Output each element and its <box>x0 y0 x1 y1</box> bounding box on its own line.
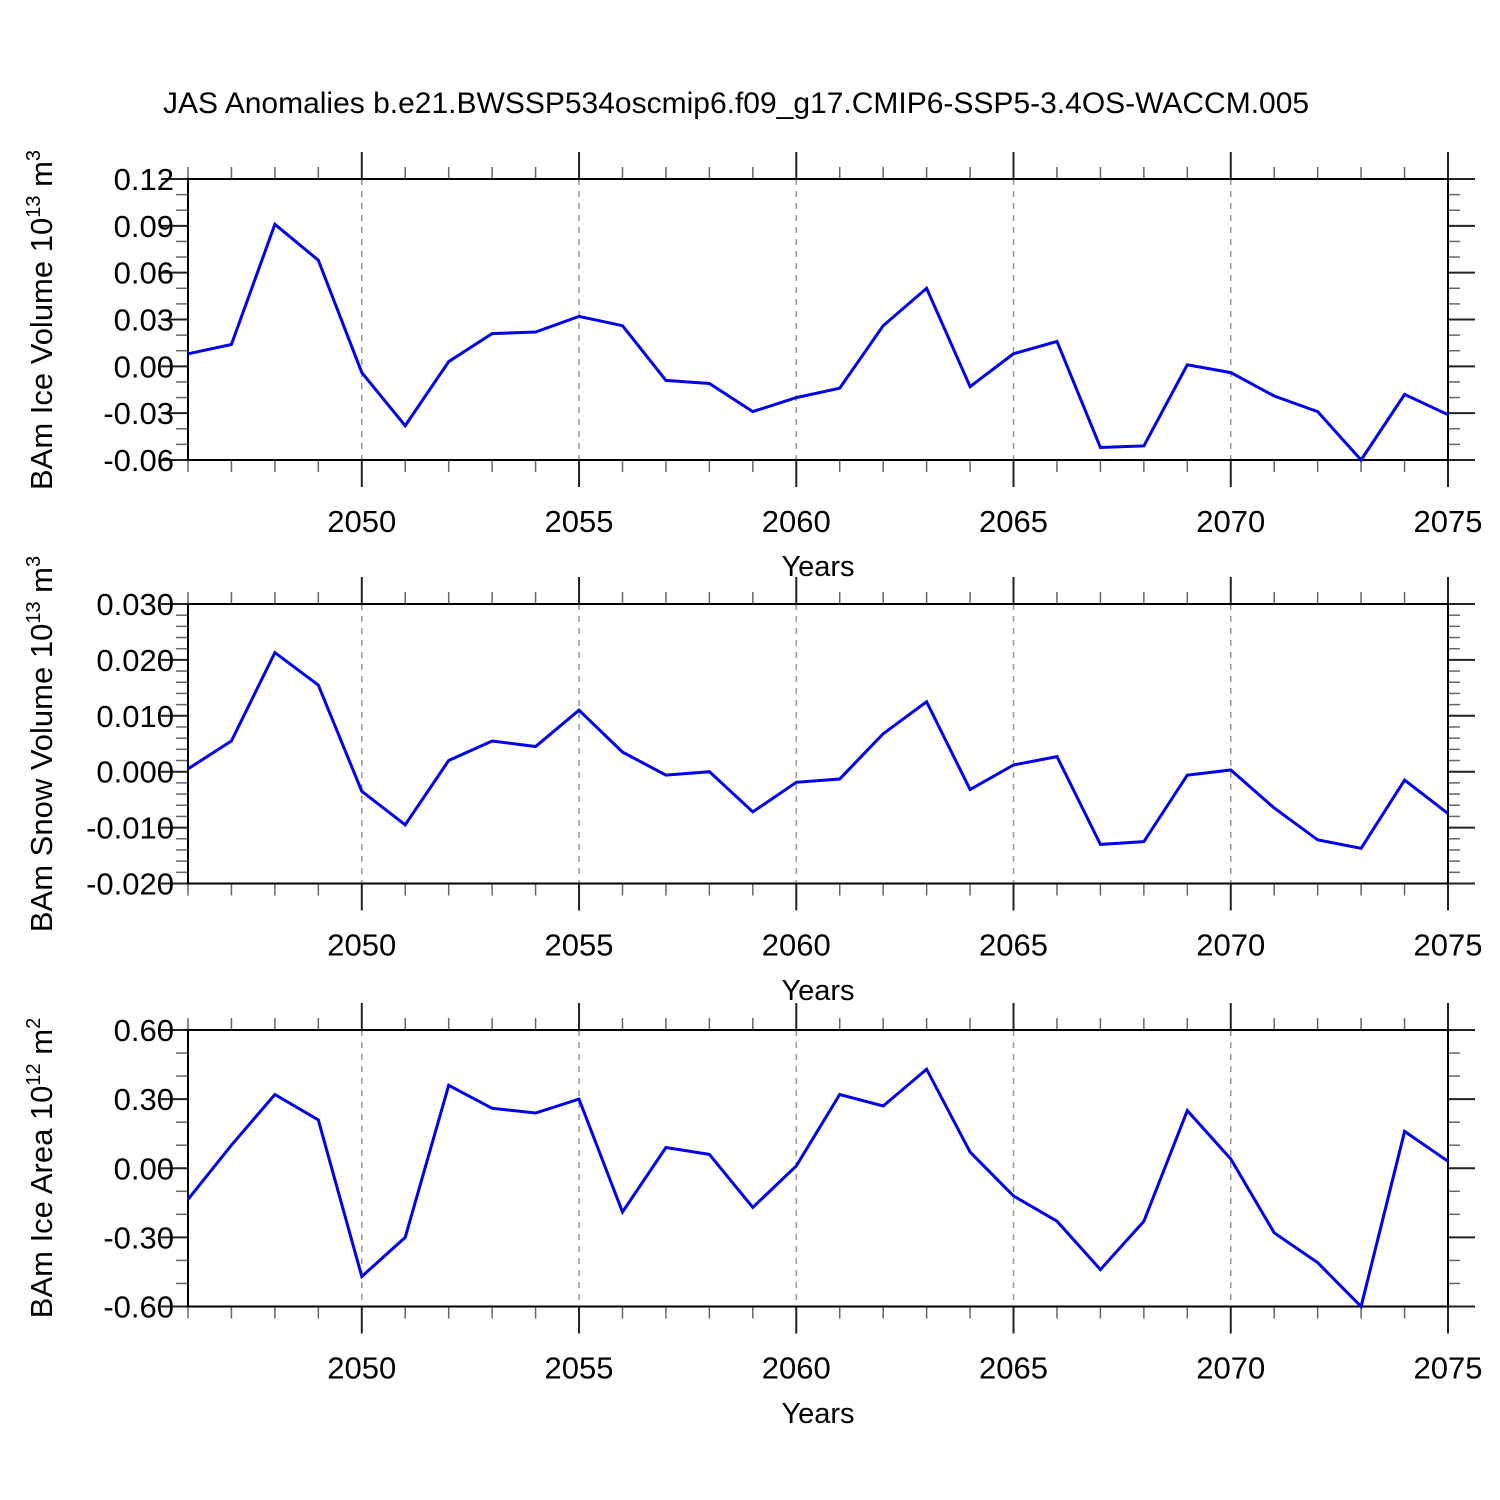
svg-text:-0.06: -0.06 <box>103 443 174 478</box>
svg-text:0.60: 0.60 <box>114 1013 174 1048</box>
svg-text:2060: 2060 <box>762 504 831 539</box>
svg-text:0.000: 0.000 <box>96 755 174 790</box>
x-axis-title-panel3: Years <box>781 1397 855 1430</box>
svg-text:2075: 2075 <box>1414 928 1483 963</box>
svg-text:2075: 2075 <box>1414 1351 1483 1386</box>
svg-text:0.010: 0.010 <box>96 699 174 734</box>
svg-text:0.020: 0.020 <box>96 643 174 678</box>
svg-text:0.06: 0.06 <box>114 256 174 291</box>
svg-text:2070: 2070 <box>1196 504 1265 539</box>
y-tick-labels: 0.60 0.30 0.00 -0.30 -0.60 <box>103 1013 174 1325</box>
x-tick-labels: 2050 2055 2060 2065 2070 2075 <box>327 504 1482 539</box>
svg-text:0.00: 0.00 <box>114 349 174 384</box>
plot-frame <box>187 178 1449 461</box>
x-tick-labels: 2050 2055 2060 2065 2070 2075 <box>327 1351 1482 1386</box>
svg-text:2070: 2070 <box>1196 1351 1265 1386</box>
figure-title: JAS Anomalies b.e21.BWSSP534oscmip6.f09_… <box>163 87 1310 120</box>
svg-text:0.030: 0.030 <box>96 587 174 622</box>
x-ticks <box>187 577 1449 911</box>
svg-text:0.03: 0.03 <box>114 303 174 338</box>
svg-text:2075: 2075 <box>1414 504 1483 539</box>
svg-text:-0.010: -0.010 <box>86 811 174 846</box>
plot-frame <box>187 603 1449 885</box>
y-axis-title-snow-volume: BAm Snow Volume 1013 m3 <box>23 555 59 932</box>
x-tick-labels: 2050 2055 2060 2065 2070 2075 <box>327 928 1482 963</box>
data-line-bam-ice-volume <box>187 221 1449 463</box>
svg-text:2065: 2065 <box>979 504 1048 539</box>
gridlines <box>361 604 1232 884</box>
svg-text:2050: 2050 <box>327 1351 396 1386</box>
x-ticks <box>187 152 1449 487</box>
y-axis-title-ice-area: BAm Ice Area 1012 m2 <box>23 1018 59 1319</box>
y-ticks <box>161 603 1475 885</box>
svg-text:-0.03: -0.03 <box>103 396 174 431</box>
svg-text:2065: 2065 <box>979 928 1048 963</box>
y-ticks <box>161 1029 1475 1308</box>
svg-text:2065: 2065 <box>979 1351 1048 1386</box>
svg-text:0.09: 0.09 <box>114 209 174 244</box>
plot-frame <box>187 1029 1449 1308</box>
svg-text:2060: 2060 <box>762 928 831 963</box>
svg-text:-0.30: -0.30 <box>103 1220 174 1255</box>
x-axis-title-panel1: Years <box>781 551 855 583</box>
y-ticks <box>161 178 1475 461</box>
svg-text:-0.60: -0.60 <box>103 1290 174 1325</box>
svg-text:2070: 2070 <box>1196 928 1265 963</box>
y-axis-title-ice-volume: BAm Ice Volume 1013 m3 <box>23 149 59 490</box>
x-axis-title-panel2: Years <box>781 974 855 1007</box>
svg-text:2060: 2060 <box>762 1351 831 1386</box>
gridlines <box>361 1030 1232 1307</box>
x-ticks <box>187 1003 1449 1334</box>
data-line-bam-snow-volume <box>187 650 1449 850</box>
svg-text:2050: 2050 <box>327 928 396 963</box>
y-tick-labels: 0.12 0.09 0.06 0.03 0.00 -0.03 -0.06 <box>103 162 174 478</box>
svg-text:2055: 2055 <box>545 928 614 963</box>
svg-text:2055: 2055 <box>545 1351 614 1386</box>
svg-text:-0.020: -0.020 <box>86 867 174 902</box>
svg-text:0.00: 0.00 <box>114 1151 174 1186</box>
svg-text:0.12: 0.12 <box>114 162 174 197</box>
gridlines <box>361 179 1232 460</box>
data-line-bam-ice-area <box>186 1066 1449 1310</box>
svg-text:2055: 2055 <box>545 504 614 539</box>
panel-bam-snow-volume: 0.030 0.020 0.010 0.000 -0.010 -0.020 2050 2055… <box>86 577 1482 963</box>
svg-text:0.30: 0.30 <box>114 1082 174 1117</box>
y-tick-labels: 0.030 0.020 0.010 0.000 -0.010 -0.020 <box>86 587 174 902</box>
svg-text:2050: 2050 <box>327 504 396 539</box>
